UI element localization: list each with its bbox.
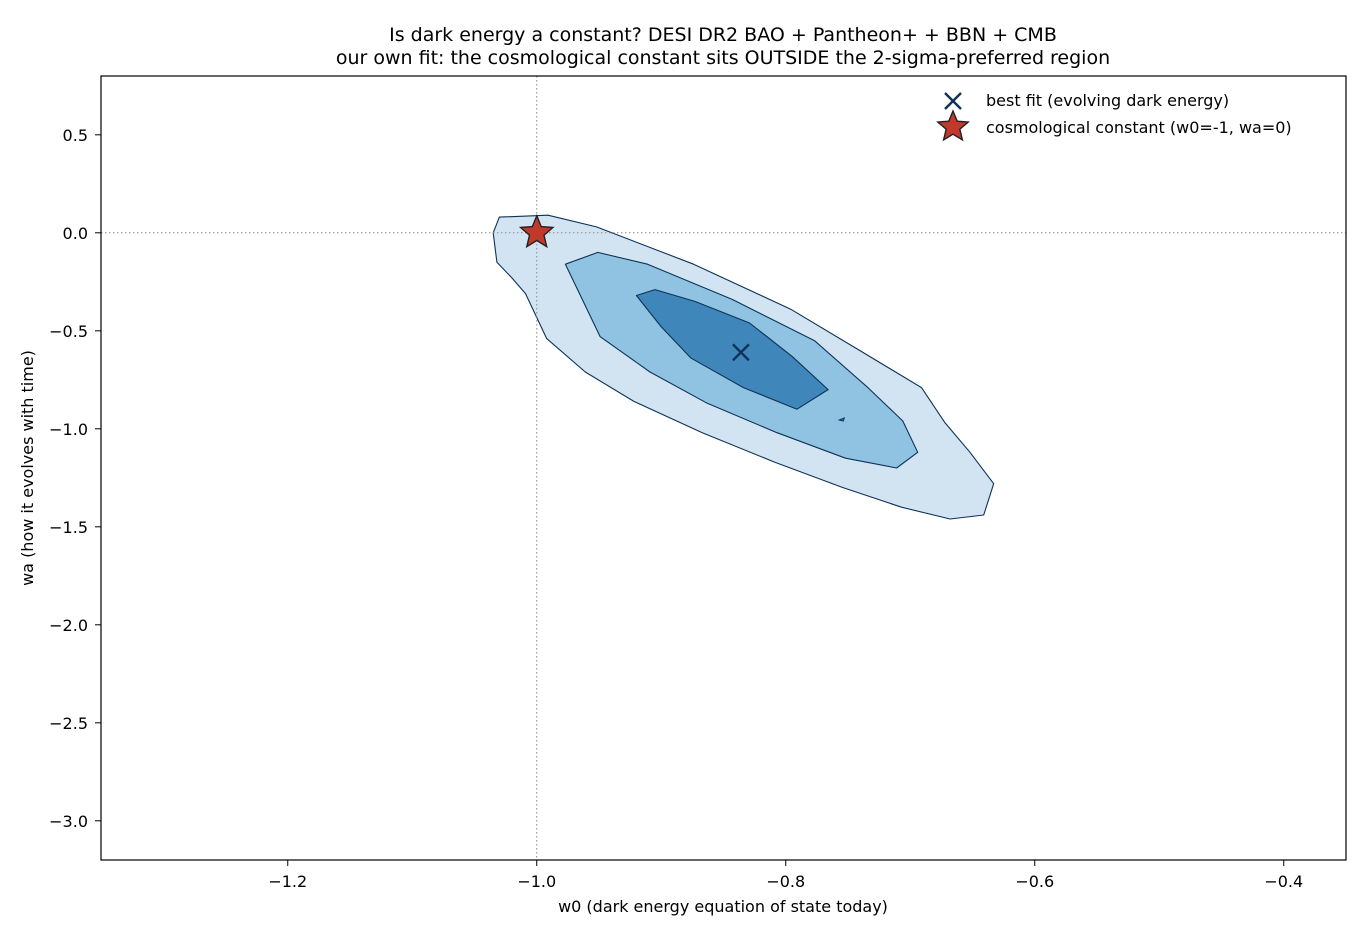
y-axis-label: wa (how it evolves with time): [18, 350, 37, 586]
x-axis-label: w0 (dark energy equation of state today): [558, 897, 888, 916]
legend-star-icon: [936, 109, 970, 142]
y-tick-label: −3.0: [49, 812, 88, 831]
chart-subtitle: our own fit: the cosmological constant s…: [336, 47, 1110, 69]
legend-label-best-fit: best fit (evolving dark energy): [986, 91, 1229, 110]
x-axis-ticks: −1.2 −1.0 −0.8 −0.6 −0.4: [268, 860, 1303, 891]
reference-lines: [101, 76, 1346, 860]
y-tick-label: −2.5: [49, 714, 88, 733]
y-tick-label: 0.0: [63, 224, 88, 243]
confidence-contours: [492, 214, 995, 520]
x-tick-label: −0.4: [1264, 872, 1303, 891]
legend-marker-cosmological-constant: [936, 109, 970, 142]
x-tick-label: −1.0: [517, 872, 556, 891]
x-tick-label: −1.2: [268, 872, 307, 891]
plot-frame: [100, 75, 1347, 861]
contour-1-sigma: [635, 289, 829, 410]
x-tick-label: −0.8: [766, 872, 805, 891]
y-tick-label: −1.0: [49, 420, 88, 439]
cosmological-constant-marker: [518, 213, 555, 249]
chart-title: Is dark energy a constant? DESI DR2 BAO …: [389, 24, 1057, 46]
legend-label-cosmological-constant: cosmological constant (w0=-1, wa=0): [986, 118, 1292, 137]
legend: best fit (evolving dark energy) cosmolog…: [936, 91, 1292, 142]
legend-marker-best-fit: [944, 92, 962, 110]
best-fit-marker: [732, 343, 750, 362]
y-tick-label: −1.5: [49, 518, 88, 537]
contour-island: [837, 417, 846, 422]
y-tick-label: −0.5: [49, 322, 88, 341]
x-tick-label: −0.6: [1015, 872, 1054, 891]
y-tick-label: 0.5: [63, 126, 88, 145]
legend-x-icon: [944, 92, 962, 110]
y-tick-label: −2.0: [49, 616, 88, 635]
y-axis-ticks: 0.5 0.0 −0.5 −1.0 −1.5 −2.0 −2.5 −3.0: [49, 126, 101, 831]
data-markers: [518, 213, 750, 362]
